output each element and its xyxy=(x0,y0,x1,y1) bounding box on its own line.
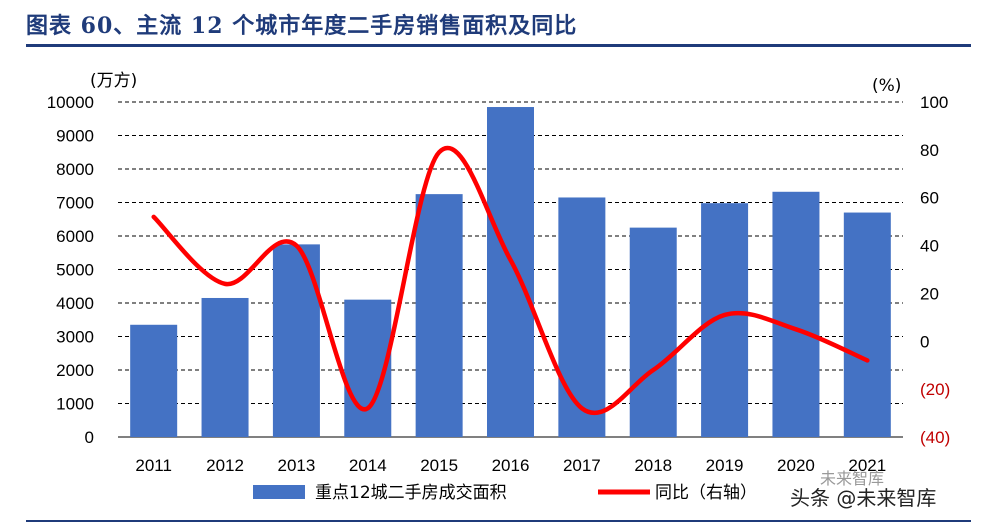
right-axis: (40) (20) 0 20 40 60 80 100 xyxy=(920,93,950,447)
left-tick-label: 3000 xyxy=(56,328,94,347)
right-tick-label: 60 xyxy=(920,189,939,208)
legend-bar-swatch xyxy=(253,485,305,499)
bottom-rule xyxy=(26,520,971,522)
bar-2017 xyxy=(558,197,606,437)
bar-2018 xyxy=(629,227,677,437)
x-tick-label: 2015 xyxy=(420,456,458,475)
left-tick-label: 10000 xyxy=(47,93,94,112)
line-series xyxy=(151,145,870,416)
right-tick-label: 20 xyxy=(920,284,939,303)
right-axis-unit: (%) xyxy=(872,76,901,96)
left-tick-label: 7000 xyxy=(56,194,94,213)
bar-2019 xyxy=(701,203,749,437)
left-tick-label: 4000 xyxy=(56,294,94,313)
x-tick-label: 2014 xyxy=(349,456,387,475)
left-tick-label: 0 xyxy=(85,428,94,447)
legend-line-label: 同比（右轴） xyxy=(655,483,757,503)
left-tick-label: 6000 xyxy=(56,227,94,246)
left-axis-unit: (万方) xyxy=(90,71,137,91)
title-rule xyxy=(26,44,971,47)
bar-2015 xyxy=(415,194,463,437)
chart-title: 图表 60、主流 12 个城市年度二手房销售面积及同比 xyxy=(26,13,578,39)
bar-2021 xyxy=(843,212,891,437)
x-axis: 2011 2012 2013 2014 2015 2016 2017 2018 2019 2020… xyxy=(135,456,886,475)
x-tick-label: 2017 xyxy=(563,456,601,475)
bar-2011 xyxy=(130,324,178,437)
legend: 重点12城二手房成交面积 同比（右轴） xyxy=(253,483,757,503)
x-tick-label: 2019 xyxy=(706,456,744,475)
watermark-faint: 未来智库 xyxy=(820,469,885,488)
right-tick-label: 100 xyxy=(920,93,948,112)
legend-bar-label: 重点12城二手房成交面积 xyxy=(315,483,507,503)
left-tick-label: 8000 xyxy=(56,160,94,179)
right-tick-label: 40 xyxy=(920,237,939,256)
bar-series xyxy=(130,107,891,438)
right-tick-label: 0 xyxy=(920,332,929,351)
right-tick-label: (20) xyxy=(920,380,950,399)
x-tick-label: 2011 xyxy=(135,456,172,475)
left-tick-label: 9000 xyxy=(56,127,94,146)
x-tick-label: 2020 xyxy=(777,456,815,475)
right-tick-label: (40) xyxy=(920,428,950,447)
watermark: 头条 @未来智库 xyxy=(790,486,937,510)
right-tick-label: 80 xyxy=(920,141,939,160)
bar-2012 xyxy=(201,297,249,437)
x-tick-label: 2016 xyxy=(492,456,530,475)
x-tick-label: 2021 xyxy=(848,456,886,475)
left-axis: 0 1000 2000 3000 4000 5000 6000 7000 8000 9000 100… xyxy=(47,93,94,447)
left-tick-label: 5000 xyxy=(56,261,94,280)
x-tick-label: 2012 xyxy=(206,456,244,475)
left-tick-label: 1000 xyxy=(56,395,94,414)
bar-2020 xyxy=(772,191,820,437)
bar-2016 xyxy=(487,107,534,438)
x-tick-label: 2018 xyxy=(634,456,672,475)
x-tick-label: 2013 xyxy=(277,456,315,475)
left-tick-label: 2000 xyxy=(56,361,94,380)
